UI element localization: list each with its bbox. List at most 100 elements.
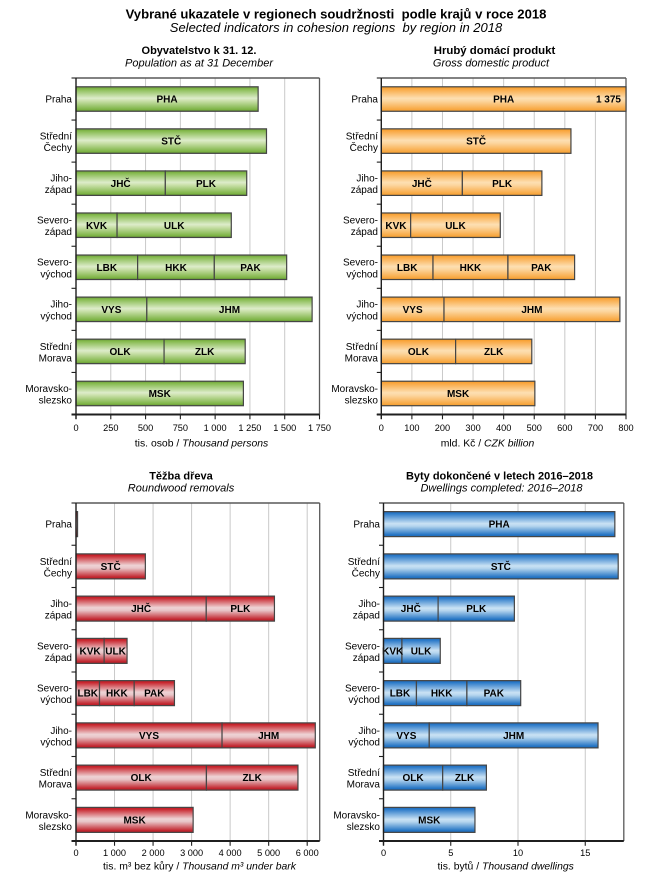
svg-text:PAK: PAK xyxy=(531,263,552,274)
svg-text:Jiho-: Jiho- xyxy=(358,726,380,737)
svg-text:slezsko: slezsko xyxy=(345,395,379,406)
svg-text:Střední: Střední xyxy=(346,131,378,142)
svg-text:JHČ: JHČ xyxy=(412,177,432,190)
svg-text:HKK: HKK xyxy=(460,263,482,274)
svg-text:3 000: 3 000 xyxy=(180,848,203,858)
svg-text:Vybrané ukazatele v regionech: Vybrané ukazatele v regionech soudržnost… xyxy=(126,7,547,22)
svg-text:OLK: OLK xyxy=(109,347,131,358)
svg-text:VYS: VYS xyxy=(403,305,423,316)
svg-text:750: 750 xyxy=(173,423,188,433)
svg-text:tis. bytů / Thousand dwellings: tis. bytů / Thousand dwellings xyxy=(438,861,574,873)
svg-text:VYS: VYS xyxy=(139,731,159,742)
svg-text:Severo-: Severo- xyxy=(37,684,72,695)
svg-text:15: 15 xyxy=(580,848,590,858)
svg-text:západ: západ xyxy=(45,611,72,622)
svg-text:OLK: OLK xyxy=(408,347,430,358)
svg-text:PLK: PLK xyxy=(492,179,513,190)
svg-text:PAK: PAK xyxy=(240,263,261,274)
svg-text:Moravsko-: Moravsko- xyxy=(25,810,72,821)
svg-text:OLK: OLK xyxy=(131,773,153,784)
svg-text:STČ: STČ xyxy=(101,560,121,573)
svg-text:ZLK: ZLK xyxy=(242,773,262,784)
svg-text:Severo-: Severo- xyxy=(37,641,72,652)
svg-text:250: 250 xyxy=(103,423,118,433)
svg-text:Morava: Morava xyxy=(345,353,379,364)
svg-text:LBK: LBK xyxy=(77,689,98,700)
svg-text:100: 100 xyxy=(404,423,419,433)
svg-text:Praha: Praha xyxy=(353,520,380,531)
svg-text:Moravsko-: Moravsko- xyxy=(25,384,72,395)
svg-text:západ: západ xyxy=(45,185,72,196)
svg-text:MSK: MSK xyxy=(418,815,441,826)
svg-text:2 000: 2 000 xyxy=(142,848,165,858)
svg-text:600: 600 xyxy=(557,423,572,433)
svg-text:slezsko: slezsko xyxy=(39,822,73,833)
svg-text:LBK: LBK xyxy=(397,263,418,274)
svg-text:tis. m³ bez kůry / Thousand m³: tis. m³ bez kůry / Thousand m³ under bar… xyxy=(103,861,297,873)
svg-text:JHM: JHM xyxy=(219,305,240,316)
svg-text:JHČ: JHČ xyxy=(401,602,421,615)
svg-text:Jiho-: Jiho- xyxy=(356,300,378,311)
svg-text:HKK: HKK xyxy=(106,689,128,700)
svg-text:Střední: Střední xyxy=(40,131,72,142)
svg-text:ULK: ULK xyxy=(411,646,432,657)
svg-text:ZLK: ZLK xyxy=(195,347,215,358)
svg-text:200: 200 xyxy=(435,423,450,433)
svg-text:Jiho-: Jiho- xyxy=(50,726,72,737)
svg-text:JHM: JHM xyxy=(521,305,542,316)
svg-text:Gross domestic product: Gross domestic product xyxy=(433,57,550,69)
svg-text:Moravsko-: Moravsko- xyxy=(331,384,378,395)
svg-text:HKK: HKK xyxy=(431,689,453,700)
svg-text:Roundwood removals: Roundwood removals xyxy=(128,483,235,495)
svg-text:1 750: 1 750 xyxy=(308,423,331,433)
svg-text:5 000: 5 000 xyxy=(257,848,280,858)
svg-text:Severo-: Severo- xyxy=(343,216,378,227)
svg-text:mld. Kč / CZK billion: mld. Kč / CZK billion xyxy=(441,439,535,450)
svg-text:KVK: KVK xyxy=(382,646,404,657)
svg-text:500: 500 xyxy=(138,423,153,433)
svg-text:300: 300 xyxy=(465,423,480,433)
svg-text:Jiho-: Jiho- xyxy=(356,174,378,185)
svg-text:slezsko: slezsko xyxy=(39,395,73,406)
svg-text:4 000: 4 000 xyxy=(219,848,242,858)
svg-text:západ: západ xyxy=(353,653,380,664)
svg-text:Střední: Střední xyxy=(346,342,378,353)
svg-text:STČ: STČ xyxy=(466,135,486,148)
svg-text:Jiho-: Jiho- xyxy=(50,599,72,610)
svg-text:Střední: Střední xyxy=(40,768,72,779)
svg-text:MSK: MSK xyxy=(447,389,470,400)
svg-text:Jiho-: Jiho- xyxy=(50,174,72,185)
svg-text:východ: východ xyxy=(348,695,380,706)
svg-text:tis. osob / Thousand persons: tis. osob / Thousand persons xyxy=(135,439,268,450)
svg-text:OLK: OLK xyxy=(403,773,425,784)
svg-text:Severo-: Severo- xyxy=(345,684,380,695)
svg-text:PAK: PAK xyxy=(144,689,165,700)
svg-text:Morava: Morava xyxy=(347,780,381,791)
svg-text:Čechy: Čechy xyxy=(350,141,378,154)
svg-text:ULK: ULK xyxy=(445,221,466,232)
svg-text:Moravsko-: Moravsko- xyxy=(333,810,380,821)
svg-text:Čechy: Čechy xyxy=(352,566,380,579)
svg-text:MSK: MSK xyxy=(123,815,146,826)
svg-text:západ: západ xyxy=(45,653,72,664)
svg-text:Severo-: Severo- xyxy=(345,641,380,652)
svg-text:Střední: Střední xyxy=(40,342,72,353)
svg-text:5: 5 xyxy=(448,848,453,858)
svg-text:ZLK: ZLK xyxy=(455,773,475,784)
svg-text:Severo-: Severo- xyxy=(37,258,72,269)
svg-text:východ: východ xyxy=(40,269,72,280)
svg-text:východ: východ xyxy=(346,311,378,322)
svg-text:0: 0 xyxy=(381,848,386,858)
svg-text:PLK: PLK xyxy=(196,179,217,190)
svg-text:ZLK: ZLK xyxy=(484,347,504,358)
svg-text:KVK: KVK xyxy=(86,221,108,232)
svg-text:10: 10 xyxy=(513,848,523,858)
svg-text:1 500: 1 500 xyxy=(273,423,296,433)
svg-text:Těžba dřeva: Těžba dřeva xyxy=(149,470,213,482)
svg-text:PLK: PLK xyxy=(230,604,251,615)
svg-text:západ: západ xyxy=(351,227,378,238)
svg-text:1 375: 1 375 xyxy=(596,95,621,106)
svg-text:1 000: 1 000 xyxy=(103,848,126,858)
svg-text:HKK: HKK xyxy=(165,263,187,274)
svg-text:VYS: VYS xyxy=(396,731,416,742)
